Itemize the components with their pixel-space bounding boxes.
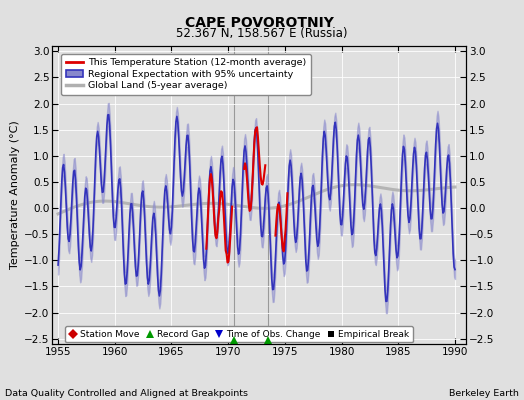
Text: Data Quality Controlled and Aligned at Breakpoints: Data Quality Controlled and Aligned at B…: [5, 389, 248, 398]
Title: CAPE POVOROTNIY: CAPE POVOROTNIY: [185, 16, 334, 30]
Y-axis label: Temperature Anomaly (°C): Temperature Anomaly (°C): [10, 121, 20, 269]
Legend: Station Move, Record Gap, Time of Obs. Change, Empirical Break: Station Move, Record Gap, Time of Obs. C…: [65, 326, 412, 342]
Text: 52.367 N, 158.567 E (Russia): 52.367 N, 158.567 E (Russia): [176, 28, 348, 40]
Text: Berkeley Earth: Berkeley Earth: [449, 389, 519, 398]
